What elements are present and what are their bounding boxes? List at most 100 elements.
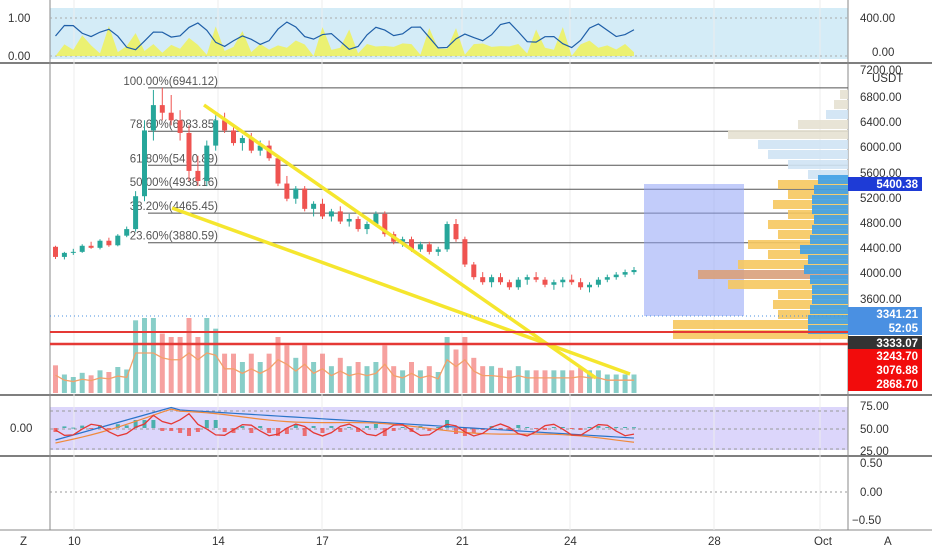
price-tag-label: 2868.70: [876, 379, 918, 391]
price-tag-bg: [848, 321, 922, 335]
candle-body: [462, 239, 468, 265]
candle-body: [604, 277, 610, 280]
volume-profile-up-row: [804, 265, 848, 274]
macd-histogram-bar: [80, 425, 85, 428]
price-tick-label: 4400.00: [860, 243, 902, 255]
volume-bar: [382, 345, 388, 393]
candle-body: [542, 279, 548, 285]
volume-bar: [489, 366, 495, 393]
candle-body: [204, 145, 210, 182]
volume-bar: [133, 320, 139, 393]
candle-body: [337, 211, 343, 222]
candle-body: [168, 112, 174, 121]
macd-histogram-bar: [267, 428, 272, 433]
volume-bar: [266, 353, 272, 393]
volume-profile-row: [773, 200, 848, 209]
volume-profile-row: [768, 250, 848, 259]
corner-right-label[interactable]: A: [884, 536, 892, 548]
volume-bar: [400, 370, 406, 393]
macd-histogram-bar: [293, 424, 298, 428]
volume-bar: [79, 372, 85, 393]
volume-profile-row: [778, 180, 848, 189]
candle-body: [471, 264, 477, 278]
macd-histogram-bar: [89, 428, 94, 429]
volume-bar: [239, 362, 245, 393]
volume-profile-row: [826, 110, 848, 119]
price-tag-label: 3341.21: [876, 309, 918, 321]
corner-left-label[interactable]: Z: [20, 536, 27, 548]
volume-profile-row: [698, 270, 848, 279]
volume-bar: [293, 357, 299, 393]
macd-histogram-bar: [454, 428, 458, 434]
candlestick-series[interactable]: [53, 87, 637, 293]
price-tag-bg: [848, 307, 922, 321]
candle-body: [631, 270, 637, 273]
candle-body: [515, 279, 521, 288]
date-label: 28: [708, 536, 721, 548]
candle-body: [88, 245, 94, 248]
price-tag-bg: [848, 177, 922, 191]
volume-bar: [142, 318, 147, 393]
volume-profile-row: [673, 320, 848, 329]
volume-bar: [622, 374, 628, 393]
candle-body: [186, 132, 192, 171]
volume-profile-up-row: [810, 305, 848, 314]
volume-bar: [542, 370, 548, 393]
price-tag-label: 3076.88: [876, 365, 918, 377]
volume-profile-up-row: [800, 245, 848, 254]
candle-body: [551, 282, 557, 285]
candle-body: [222, 120, 228, 131]
volume-bar: [213, 328, 219, 393]
volume-bar: [506, 370, 512, 393]
candle-body: [150, 105, 156, 131]
date-label: 14: [212, 536, 225, 548]
volume-profile-row: [758, 140, 848, 149]
time-axis[interactable]: 10 14 17 21 24 28 Oct: [68, 536, 833, 548]
price-tick-label: 5200.00: [860, 193, 902, 205]
volume-profile-row: [728, 280, 848, 289]
volume-profile-up-row: [808, 325, 848, 334]
macd-histogram-bar: [213, 420, 218, 428]
fib-level-label: 100.00%(6941.12): [123, 76, 218, 88]
volume-profile-row: [778, 310, 848, 319]
date-label: 10: [68, 536, 81, 548]
macd-histogram-bar: [356, 428, 361, 432]
volume-bar: [231, 353, 236, 393]
volume-bar: [124, 369, 130, 393]
long-position-box[interactable]: [644, 184, 744, 316]
macd-histogram-bar: [365, 426, 369, 428]
volume-profile-row: [773, 300, 848, 309]
volume-profile-up-row: [808, 315, 848, 324]
volume-bar: [569, 370, 575, 393]
macd-histogram-bar: [587, 427, 592, 428]
macd-histogram-bar: [507, 428, 512, 430]
wedge-lower-trendline[interactable]: [171, 206, 631, 376]
volume-profile-row: [728, 130, 848, 139]
candle-body: [622, 272, 628, 275]
macd-histogram-bar: [249, 428, 254, 433]
macd-histogram-bar: [160, 428, 165, 431]
candle-body: [506, 282, 512, 288]
volume-bar: [88, 375, 94, 393]
candle-body: [257, 145, 263, 151]
candle-body: [489, 277, 495, 283]
candle-body: [382, 213, 388, 235]
macd-histogram-bar: [498, 428, 503, 430]
candle-body: [61, 252, 67, 257]
candle-body: [213, 120, 219, 146]
volume-bar: [257, 362, 263, 393]
candle-body: [409, 239, 414, 250]
volume-bar: [462, 337, 468, 393]
volume-bar: [311, 362, 317, 393]
volume-profile-row: [673, 330, 848, 339]
volume-bar: [115, 367, 121, 393]
top-left-tick-0: 0.00: [8, 51, 30, 63]
top-right-tick-400: 400.00: [860, 13, 895, 25]
candle-body: [239, 138, 245, 144]
macd-histogram-bar: [187, 428, 191, 436]
candle-body: [587, 284, 592, 288]
date-label: 17: [316, 536, 329, 548]
candle-body: [480, 277, 486, 283]
